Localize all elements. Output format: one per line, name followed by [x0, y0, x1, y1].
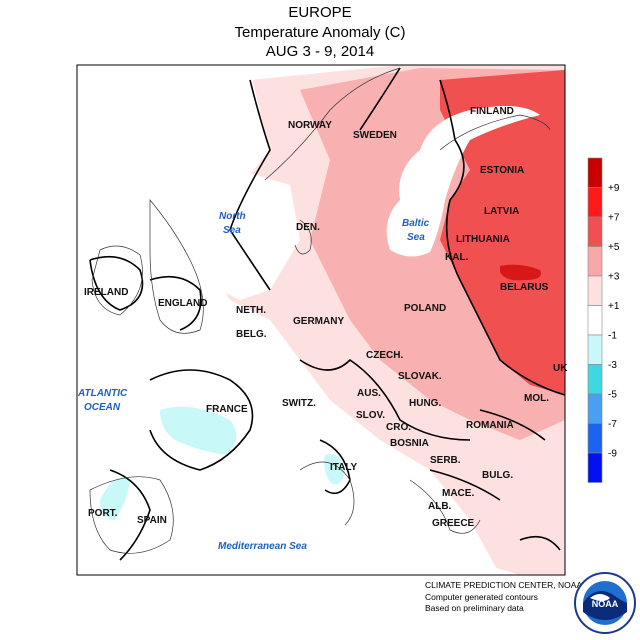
baltic-sea [386, 106, 540, 257]
label-romania: ROMANIA [466, 420, 514, 431]
legend-tick-6: -3 [608, 360, 617, 371]
coastlines [89, 67, 551, 554]
anomaly-area-peak-belarus [500, 264, 541, 281]
label-england: ENGLAND [158, 298, 207, 309]
label-italy: ITALY [330, 462, 358, 473]
label-lithuania: LITHUANIA [456, 234, 510, 245]
legend-swatch-9 [587, 423, 603, 454]
label-mediterranean: Mediterranean Sea [218, 541, 307, 552]
legend-swatch-2 [587, 216, 603, 247]
label-macedonia: MACE. [442, 488, 474, 499]
label-latvia: LATVIA [484, 206, 519, 217]
legend-tick-3: +3 [608, 272, 620, 283]
map-title: EUROPE [288, 4, 352, 21]
label-sweden: SWEDEN [353, 130, 397, 141]
label-kaliningrad: KAL. [445, 252, 469, 263]
label-albania: ALB. [428, 501, 452, 512]
cool-patch-iberia [100, 477, 130, 520]
label-serbia: SERB. [430, 455, 461, 466]
label-slovenia: SLOV. [356, 410, 385, 421]
legend-tick-4: +1 [608, 301, 620, 312]
credit-line-2: Computer generated contours [425, 592, 538, 602]
label-spain: SPAIN [137, 515, 167, 526]
label-hungary: HUNG. [409, 398, 441, 409]
label-bulgaria: BULG. [482, 470, 513, 481]
label-ukraine: UK [553, 363, 568, 374]
label-moldova: MOL. [524, 393, 549, 404]
label-croatia: CRO. [386, 422, 411, 433]
label-estonia: ESTONIA [480, 165, 524, 176]
label-portugal: PORT. [88, 508, 118, 519]
legend-swatch-0 [587, 157, 603, 188]
label-baltic-sea-1: Baltic [402, 218, 430, 229]
label-bosnia: BOSNIA [390, 438, 429, 449]
label-north-sea-2: Sea [223, 225, 241, 236]
anomaly-contours [89, 67, 565, 561]
legend-tick-7: -5 [608, 390, 617, 401]
map-border [76, 64, 566, 576]
label-france: FRANCE [206, 404, 248, 415]
label-greece: GREECE [432, 518, 475, 529]
mediterranean-sea [160, 470, 520, 575]
legend-tick-8: -7 [608, 419, 617, 430]
legend-swatch-4 [587, 275, 603, 306]
label-slovakia: SLOVAK. [398, 371, 442, 382]
cool-patch-france [160, 406, 237, 455]
legend-tick-9: -9 [608, 449, 617, 460]
legend-swatch-1 [587, 187, 603, 218]
legend-swatch-3 [587, 246, 603, 277]
legend-tick-2: +5 [608, 242, 620, 253]
label-norway: NORWAY [288, 120, 332, 131]
label-atlantic-2: OCEAN [84, 402, 121, 413]
north-sea [170, 150, 300, 300]
label-finland: FINLAND [470, 106, 514, 117]
label-netherlands: NETH. [236, 305, 266, 316]
map-period: AUG 3 - 9, 2014 [265, 43, 375, 60]
legend-swatch-5 [587, 305, 603, 336]
label-czech: CZECH. [366, 350, 403, 361]
label-atlantic-1: ATLANTIC [77, 388, 128, 399]
legend-tick-5: -1 [608, 331, 617, 342]
legend-tick-0: +9 [608, 183, 620, 194]
label-austria: AUS. [357, 388, 381, 399]
credit-line-3: Based on preliminary data [425, 603, 524, 613]
map-subtitle: Temperature Anomaly (C) [234, 24, 406, 41]
credit-line-1: CLIMATE PREDICTION CENTER, NOAA [425, 580, 583, 590]
label-belgium: BELG. [236, 329, 267, 340]
label-denmark: DEN. [296, 222, 320, 233]
label-north-sea-1: North [219, 211, 246, 222]
legend-tick-1: +7 [608, 213, 620, 224]
cool-patch-italy [324, 454, 345, 485]
label-switzerland: SWITZ. [282, 398, 316, 409]
label-belarus: BELARUS [500, 282, 549, 293]
label-poland: POLAND [404, 303, 446, 314]
label-germany: GERMANY [293, 316, 344, 327]
legend-swatch-7 [587, 364, 603, 395]
label-ireland: IRELAND [84, 287, 128, 298]
anomaly-area-strong-baltic [440, 70, 565, 395]
legend-swatch-10 [587, 452, 603, 483]
legend-swatch-6 [587, 334, 603, 365]
label-baltic-sea-2: Sea [407, 232, 425, 243]
atlantic-ocean [77, 65, 260, 480]
legend-swatch-8 [587, 393, 603, 424]
